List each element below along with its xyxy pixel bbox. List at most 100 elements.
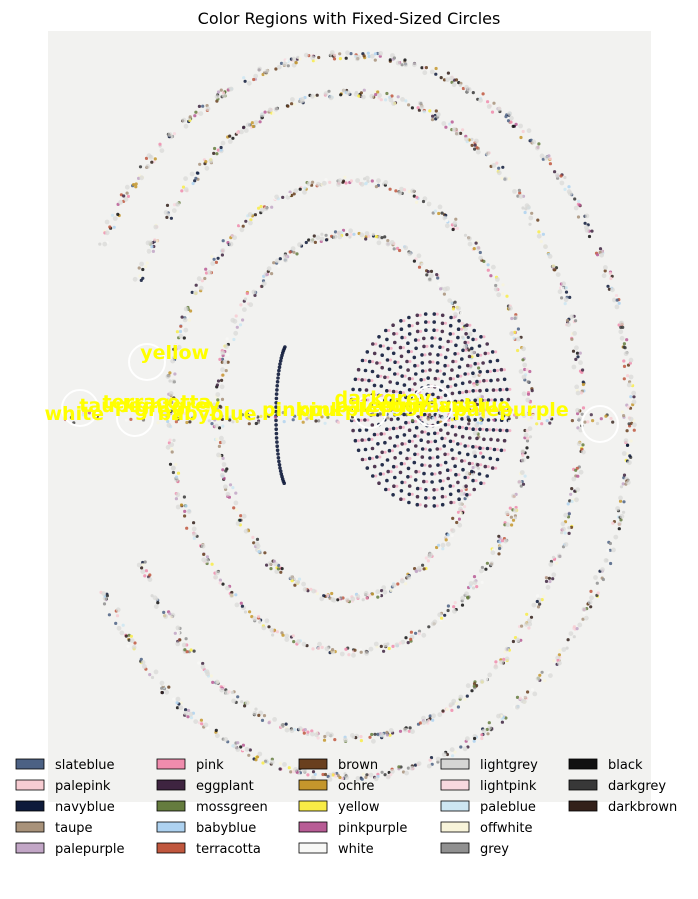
point [402,188,407,192]
region-ring [61,389,99,427]
point [431,392,435,397]
point [518,191,522,195]
point [486,732,490,736]
point [466,372,470,376]
point [174,477,180,482]
point [171,208,177,214]
point [490,466,495,470]
point [141,267,145,272]
point [263,758,269,764]
point [631,390,637,396]
point [499,367,504,372]
legend: slatebluepalepinknavybluetaupepalepurple… [15,758,677,857]
point [379,594,384,598]
point [253,120,259,125]
point [272,559,276,563]
point [259,112,265,118]
point [183,710,189,716]
point [501,292,505,296]
point [521,699,527,704]
point [426,763,432,769]
point [364,231,370,236]
point [625,429,629,433]
point [172,396,176,400]
point [490,550,496,556]
point [614,294,619,298]
point [181,185,186,189]
point [216,256,220,260]
annotation-label: lightgrey [123,395,221,417]
point [138,274,142,278]
point [399,461,404,466]
point [188,420,192,424]
point [521,482,526,486]
point [298,726,303,732]
point [466,87,472,92]
point [521,206,525,210]
point [498,540,502,544]
point [491,388,496,392]
point [428,758,432,762]
point [141,563,145,567]
point [458,506,463,512]
point [581,406,586,410]
point [595,581,599,585]
point [563,302,567,306]
point [126,194,130,198]
point [293,102,297,106]
point [444,125,448,129]
point [433,472,437,476]
point [129,417,133,421]
point [311,588,316,594]
point [510,408,514,412]
point [231,136,235,140]
point [450,708,454,713]
point [472,328,477,333]
point [313,240,317,244]
point [388,97,394,103]
point [573,205,579,211]
point [343,175,347,179]
point [411,439,414,443]
point [232,318,238,324]
point [456,510,461,514]
point [495,428,498,432]
point [417,632,421,636]
point [454,415,458,419]
legend-label: yellow [338,800,380,815]
point [495,457,500,462]
point [456,705,460,709]
point [481,415,485,419]
point [235,521,241,526]
point [175,641,181,647]
point [631,399,637,405]
point [393,444,397,448]
point [475,585,479,589]
point [416,364,420,368]
point [460,417,464,421]
point [370,592,375,596]
point [566,638,570,642]
point [603,558,609,563]
point [617,527,621,531]
legend-label: black [608,758,643,773]
point [518,369,524,374]
point [210,562,214,566]
point [189,171,195,177]
point [622,342,627,346]
point [427,320,431,324]
point [214,260,218,264]
point [214,423,219,429]
point [191,526,197,532]
point [417,565,422,571]
point [171,465,176,471]
point [334,774,338,778]
point [441,479,445,483]
point [591,419,595,423]
point [210,255,214,259]
point [466,415,470,419]
point [148,240,153,246]
point [421,720,427,725]
point [371,474,375,478]
point [399,497,403,502]
